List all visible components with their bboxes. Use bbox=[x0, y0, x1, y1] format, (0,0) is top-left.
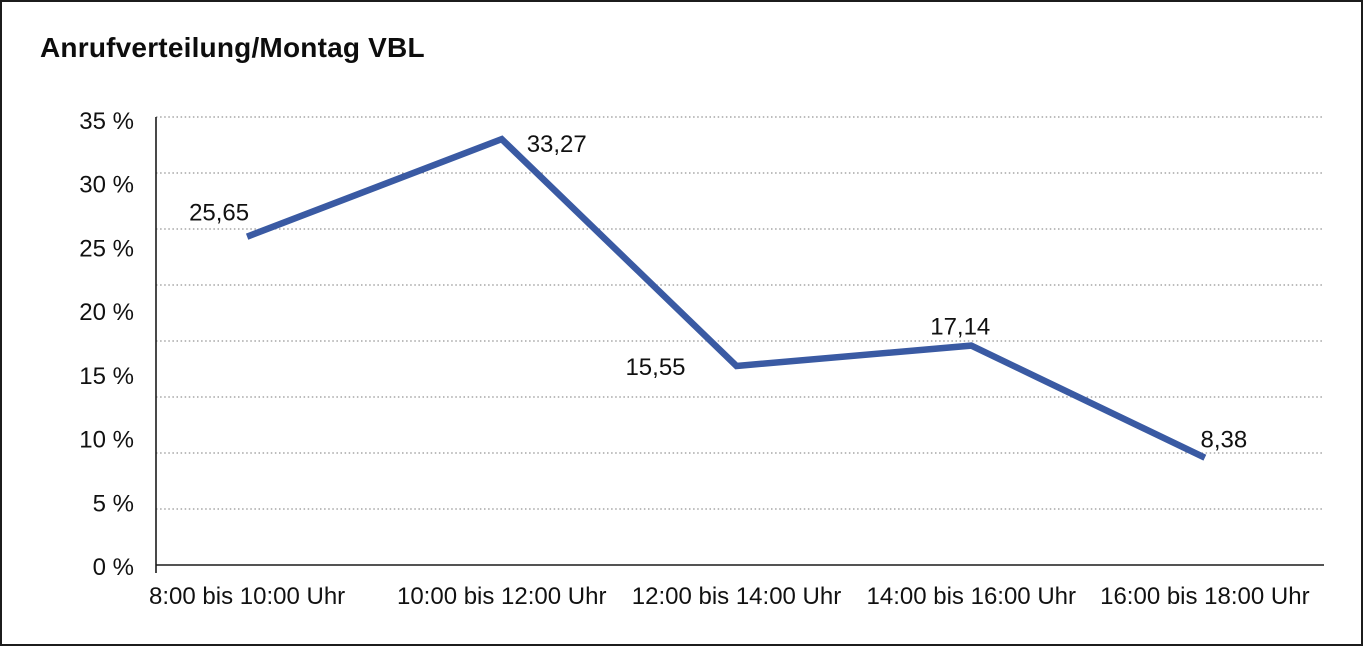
y-tick-label: 35 % bbox=[79, 108, 134, 135]
data-series-line bbox=[245, 135, 1207, 461]
x-category-label: 12:00 bis 14:00 Uhr bbox=[632, 583, 841, 610]
y-tick-label: 5 % bbox=[93, 490, 134, 517]
data-point-label: 33,27 bbox=[527, 131, 587, 158]
y-tick-label: 0 % bbox=[93, 554, 134, 581]
y-tick-label: 10 % bbox=[79, 427, 134, 454]
y-tick-label: 15 % bbox=[79, 363, 134, 390]
x-category-label: 14:00 bis 16:00 Uhr bbox=[867, 583, 1076, 610]
x-category-label: 10:00 bis 12:00 Uhr bbox=[397, 583, 606, 610]
y-tick-label: 25 % bbox=[79, 235, 134, 262]
data-point-label: 25,65 bbox=[189, 200, 249, 227]
y-tick-label: 20 % bbox=[79, 299, 134, 326]
data-point-label: 17,14 bbox=[930, 314, 990, 341]
x-category-label: 16:00 bis 18:00 Uhr bbox=[1100, 583, 1309, 610]
data-point-label: 15,55 bbox=[625, 354, 685, 381]
y-tick-label: 30 % bbox=[79, 172, 134, 199]
data-point-label: 8,38 bbox=[1201, 427, 1248, 454]
x-category-label: 8:00 bis 10:00 Uhr bbox=[149, 583, 345, 610]
chart-title: Anrufverteilung/Montag VBL bbox=[40, 32, 425, 63]
